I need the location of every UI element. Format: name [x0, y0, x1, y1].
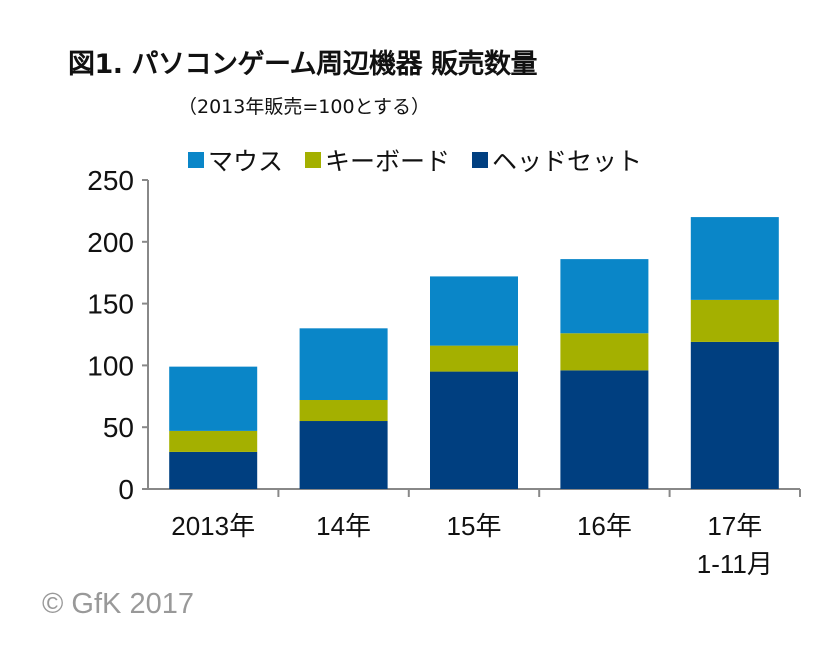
- y-tick-label: 250: [87, 165, 134, 196]
- y-tick-label: 200: [87, 227, 134, 258]
- x-tick-label: 14年: [316, 511, 371, 541]
- x-tick-label: 2013年: [171, 511, 255, 541]
- bar-segment: [299, 421, 388, 489]
- bar-segment: [560, 259, 649, 334]
- x-tick-label: 1-11月: [697, 549, 773, 579]
- bar-segment: [169, 366, 258, 431]
- chart-subtitle: （2013年販売=100とする）: [178, 96, 430, 118]
- bar-segment: [299, 328, 388, 401]
- bar-segment: [299, 400, 388, 422]
- legend-swatch: [472, 152, 489, 168]
- bar-segment: [430, 371, 518, 489]
- bar-segment: [690, 341, 779, 489]
- bar-segment: [560, 333, 649, 371]
- copyright: © GfK 2017: [42, 588, 194, 620]
- y-tick-label: 100: [87, 350, 134, 381]
- x-tick-label: 17年: [707, 511, 762, 541]
- legend-item: マウス: [188, 142, 283, 178]
- legend-swatch: [305, 152, 322, 168]
- chart-title: 図1. パソコンゲーム周辺機器 販売数量: [68, 49, 538, 80]
- y-tick-label: 50: [103, 412, 134, 443]
- bar-segment: [690, 299, 779, 342]
- bar-segment: [690, 217, 779, 300]
- bar-segment: [430, 276, 518, 346]
- bar-segment: [560, 370, 649, 489]
- x-tick-label: 15年: [447, 511, 502, 541]
- legend-label: マウス: [208, 147, 284, 176]
- legend-label: ヘッドセット: [492, 147, 643, 176]
- bar-segment: [169, 451, 258, 489]
- bar-segment: [169, 430, 258, 452]
- x-tick-label: 16年: [577, 511, 632, 541]
- legend-item: ヘッドセット: [472, 142, 642, 178]
- y-tick-label: 0: [118, 474, 134, 505]
- bar-segment: [430, 345, 518, 372]
- legend-item: キーボード: [305, 142, 450, 178]
- legend-swatch: [188, 152, 204, 168]
- legend-label: キーボード: [325, 147, 451, 176]
- y-tick-label: 150: [87, 289, 134, 320]
- legend: マウス キーボード ヘッドセット: [188, 142, 642, 178]
